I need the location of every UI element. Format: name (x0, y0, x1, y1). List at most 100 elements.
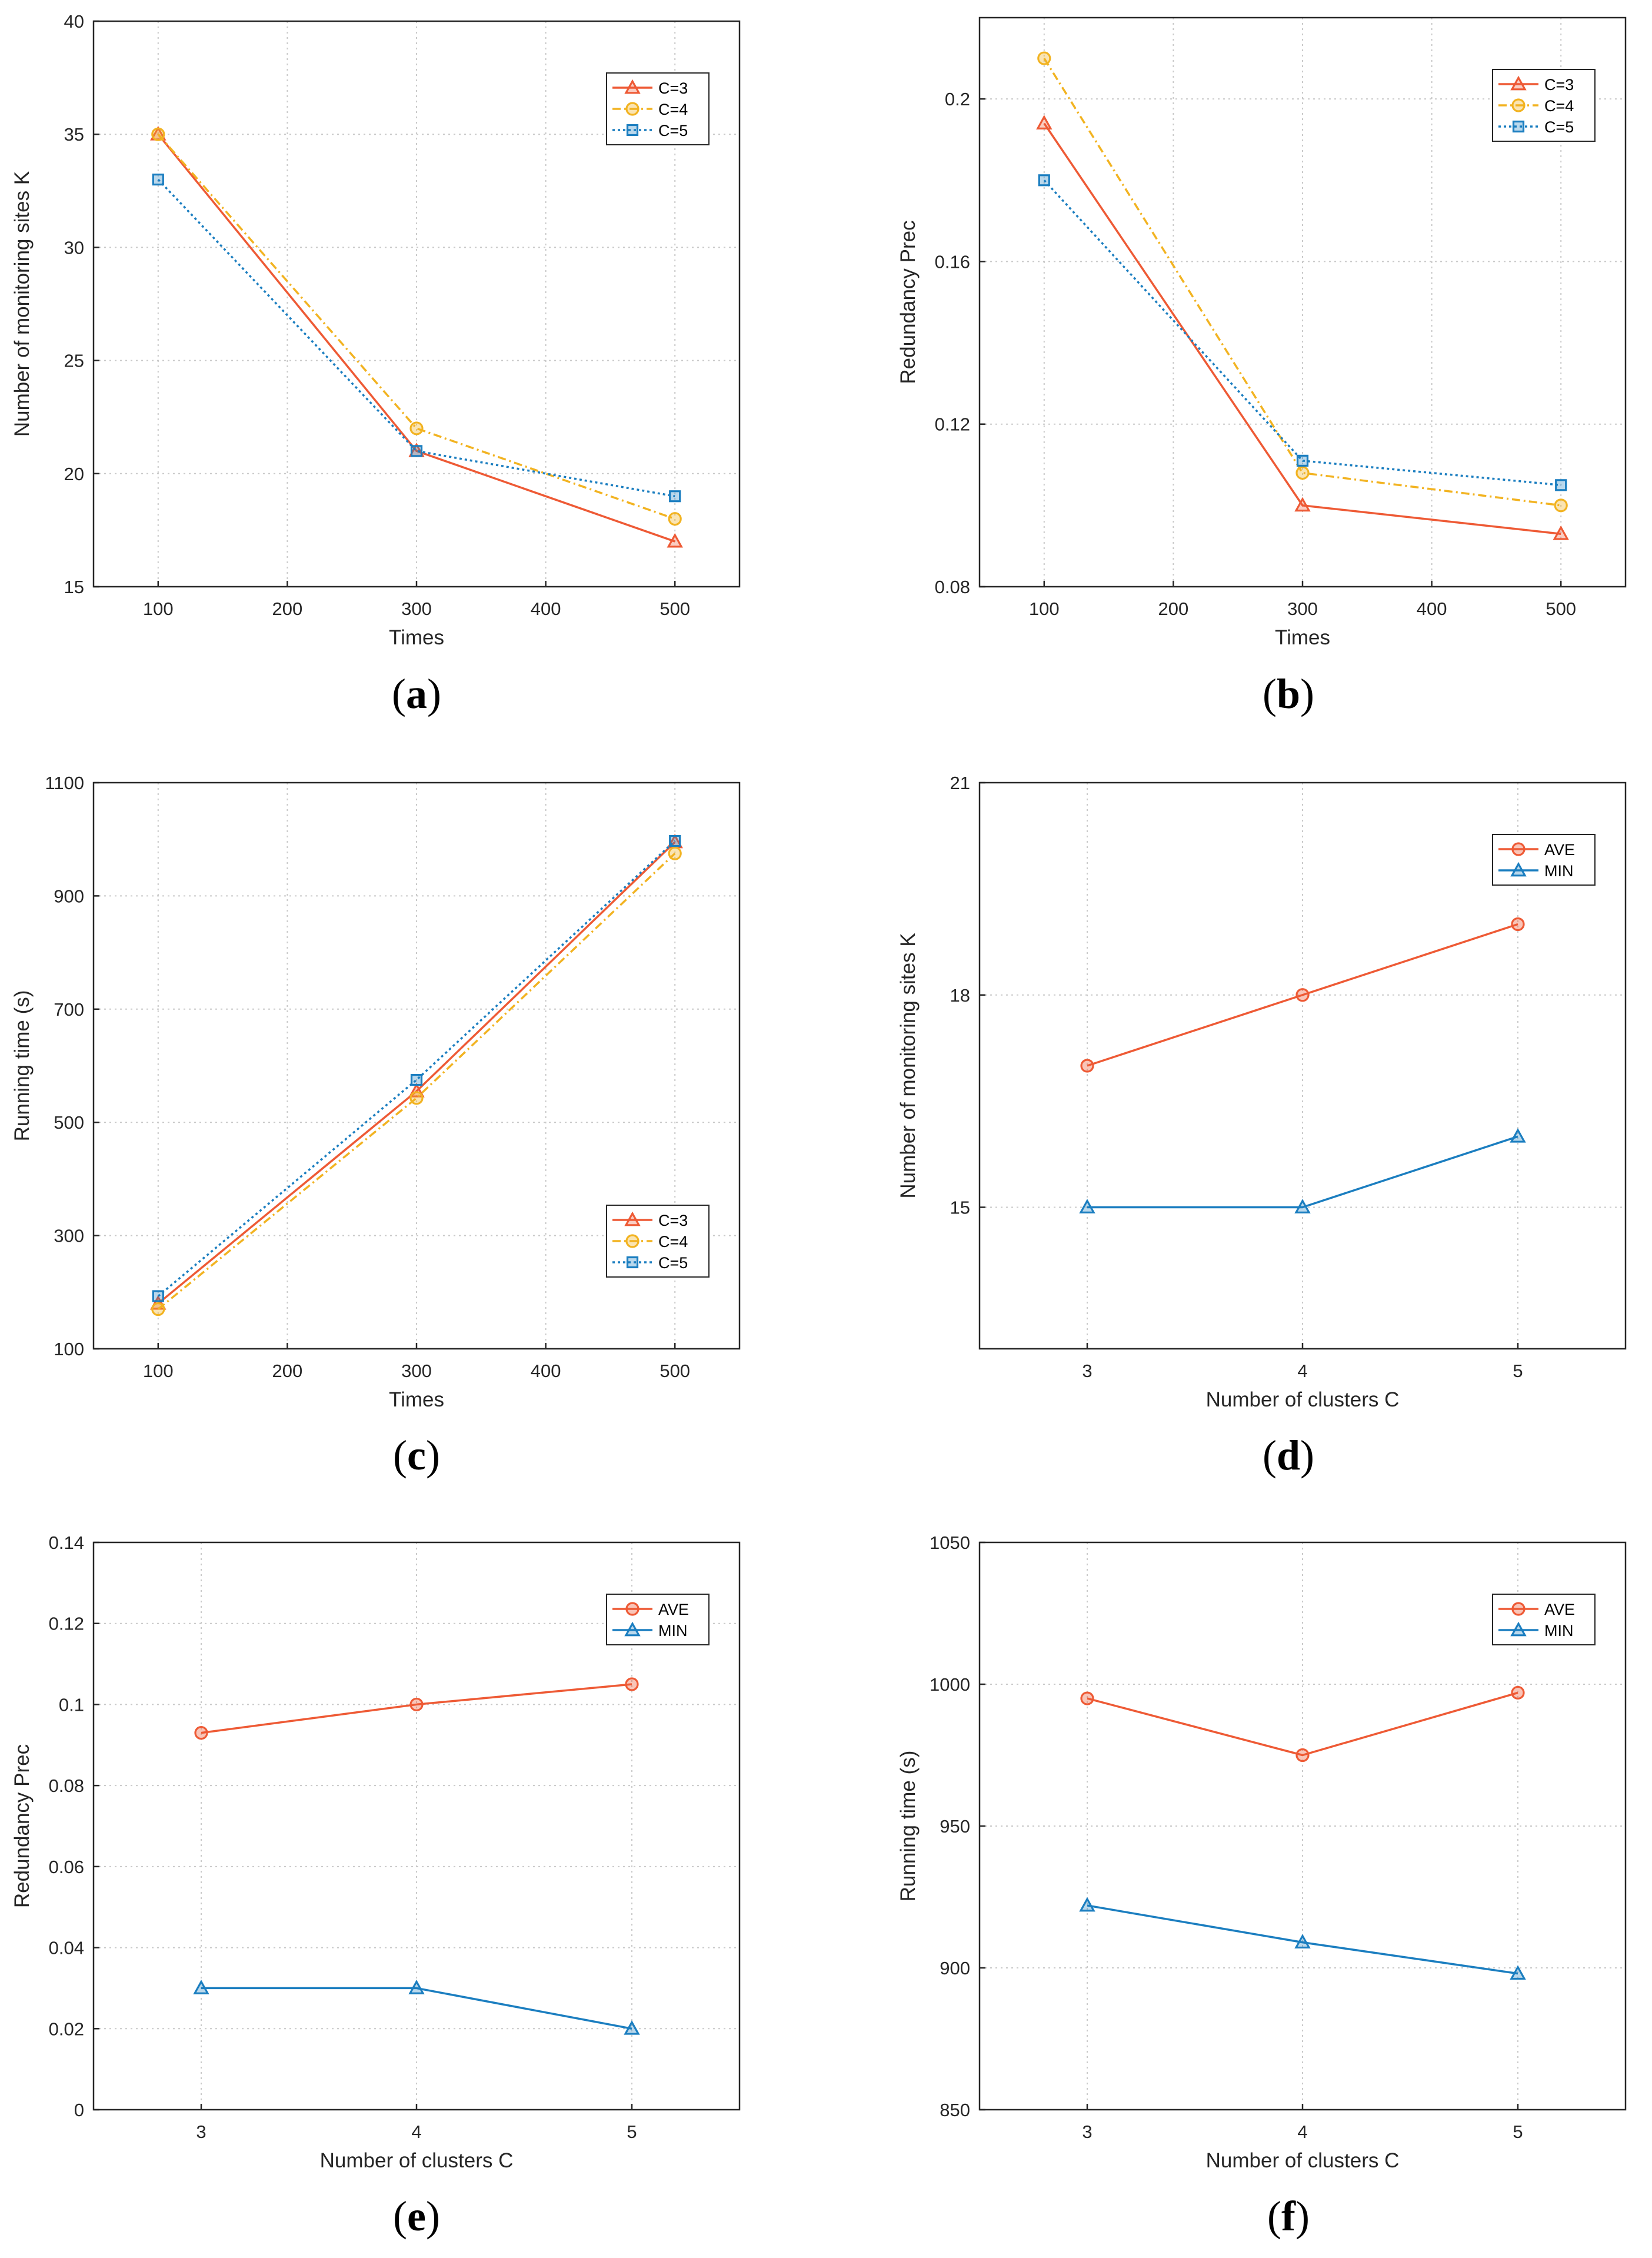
legend: C=3 C=4 C=5 (606, 1205, 710, 1278)
y-tick-label: 40 (64, 11, 84, 32)
series-line (157, 852, 676, 1311)
legend-label: C=3 (1544, 76, 1574, 94)
data-point (410, 445, 423, 457)
axes-frame (92, 20, 741, 588)
y-tick-label: 950 (940, 1816, 970, 1837)
x-tick-label: 300 (1287, 598, 1318, 619)
series-min (193, 1980, 640, 2035)
series-line (1087, 1904, 1518, 1975)
y-tick-label: 15 (64, 577, 84, 597)
x-tick-label: 400 (531, 598, 561, 619)
series-line (157, 134, 675, 543)
data-point (1038, 174, 1050, 187)
x-tick-label: 5 (627, 2121, 637, 2142)
x-tick-label: 100 (143, 598, 174, 619)
legend: C=3 C=4 C=5 (1492, 69, 1596, 142)
data-point (410, 1073, 423, 1086)
legend-box (1492, 69, 1596, 142)
y-tick-label: 20 (64, 464, 84, 484)
caption-letter: b (1277, 670, 1300, 717)
y-tick-label: 0.2 (945, 89, 970, 109)
y-tick-label: 850 (940, 2100, 970, 2120)
data-point (1036, 115, 1053, 129)
y-tick-label: 0.12 (935, 414, 970, 435)
axes-frame (92, 1541, 741, 2111)
legend-marker (1510, 862, 1527, 877)
data-point (1295, 1748, 1310, 1762)
data-point (669, 834, 681, 847)
x-axis-label: Number of clusters C (1206, 1388, 1400, 1411)
legend-box (1492, 1594, 1596, 1645)
series-c-5 (152, 173, 681, 503)
series-ave (194, 1677, 639, 1740)
panel-caption: (c) (393, 1432, 440, 1479)
data-point (668, 512, 682, 526)
y-tick-label: 0.02 (49, 2018, 84, 2039)
legend-box (1492, 834, 1596, 886)
data-point (1079, 1199, 1095, 1213)
y-tick-label: 21 (950, 773, 970, 793)
y-tick-label: 0.08 (935, 577, 970, 597)
axes-frame (978, 16, 1627, 588)
y-tick-label: 700 (54, 999, 84, 1020)
legend-marker (625, 102, 640, 116)
x-tick-label: 300 (401, 1361, 432, 1381)
data-point (1080, 1059, 1094, 1073)
chart-panel-c: 100 200 300 400 500 100 300 500 700 900 1100 Times R… (11, 773, 741, 1479)
legend-label: AVE (1544, 841, 1575, 859)
data-point (151, 1302, 165, 1316)
legend-label: C=3 (658, 1212, 688, 1229)
x-tick-label: 3 (1082, 2121, 1092, 2142)
legend-label: C=5 (658, 1254, 688, 1272)
y-tick-label: 18 (950, 985, 970, 1006)
y-tick-label: 100 (54, 1339, 84, 1359)
legend-label: C=5 (658, 122, 688, 139)
series-line (201, 1987, 632, 2030)
y-axis-label: Running time (s) (11, 990, 34, 1142)
legend: AVE MIN (1492, 834, 1596, 886)
legend-box (606, 1205, 710, 1278)
legend-label: C=3 (658, 79, 688, 97)
x-tick-label: 500 (660, 1361, 690, 1381)
data-point (1294, 1934, 1311, 1949)
data-point (668, 846, 682, 860)
data-point (669, 490, 681, 503)
data-point (1510, 1128, 1526, 1143)
y-tick-label: 1000 (930, 1674, 970, 1695)
x-axis-label: Times (389, 1388, 444, 1411)
x-tick-label: 5 (1513, 1361, 1523, 1381)
data-point (1079, 1897, 1095, 1912)
chart-panel-d: 3 4 5 15 18 21 Number of clusters C Number of m… (897, 773, 1627, 1479)
legend-label: C=4 (658, 101, 688, 118)
chart-panel-b: 100 200 300 400 500 0.08 0.12 0.16 0.2 Times Redun… (897, 16, 1627, 717)
y-tick-label: 15 (950, 1198, 970, 1218)
y-tick-label: 0.1 (59, 1694, 84, 1715)
data-point (1295, 988, 1310, 1002)
legend-marker (626, 124, 639, 137)
caption-letter: f (1281, 2193, 1296, 2240)
series-line (157, 840, 676, 1297)
data-point (624, 2020, 640, 2035)
legend: AVE MIN (1492, 1594, 1596, 1645)
x-axis-label: Times (389, 626, 444, 649)
data-point (193, 1980, 209, 1994)
data-point (1296, 454, 1309, 467)
panel-caption: (a) (392, 670, 441, 717)
series-c-4 (1037, 51, 1568, 513)
series-min (1079, 1897, 1526, 1980)
y-tick-label: 300 (54, 1226, 84, 1246)
y-tick-label: 1050 (930, 1532, 970, 1553)
y-tick-label: 900 (940, 1958, 970, 1978)
series-c-4 (151, 846, 682, 1316)
data-point (1080, 1691, 1094, 1705)
x-tick-label: 300 (401, 598, 432, 619)
legend-label: AVE (658, 1601, 689, 1618)
data-point (1510, 1965, 1526, 1980)
y-tick-label: 0.12 (49, 1614, 84, 1634)
series-ave (1080, 1685, 1525, 1762)
y-axis-label: Redundancy Prec (11, 1744, 34, 1908)
legend-label: MIN (1544, 862, 1574, 880)
x-tick-label: 400 (1417, 598, 1447, 619)
data-point (1553, 525, 1569, 540)
data-point (667, 533, 683, 548)
